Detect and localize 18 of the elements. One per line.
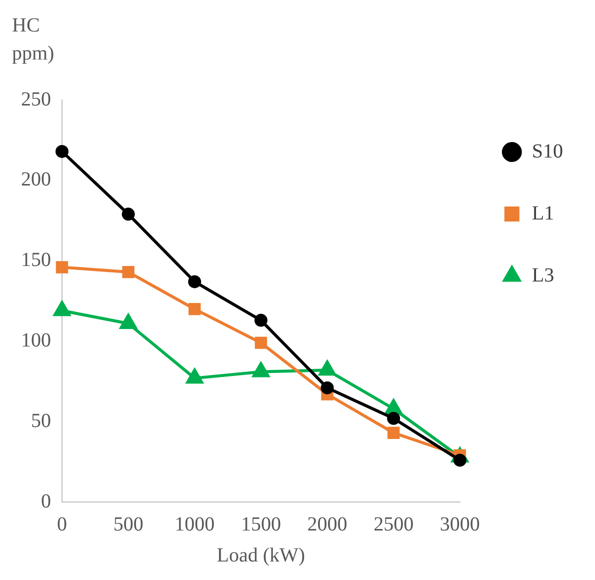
x-tick-label: 2000 [307,513,348,536]
legend-label: L1 [532,202,554,224]
y-tick-label: 0 [41,490,51,512]
y-tick-label: 150 [21,249,51,272]
x-tick-label: 2500 [374,513,414,536]
x-tick-label: 500 [113,513,144,536]
y-axis-title: HC ppm) [12,14,54,64]
y-tick-label: 250 [21,88,51,110]
x-tick-label: 3000 [440,513,480,536]
x-tick-label: 1500 [240,513,281,536]
y-tick-label: 50 [31,410,51,432]
y-tick-label: 200 [21,168,51,191]
legend-label: S10 [532,140,563,162]
x-axis-title: Load (kW) [216,544,306,566]
x-tick-label: 0 [57,513,67,536]
legend-label: L3 [532,264,554,286]
y-tick-label: 100 [21,329,51,352]
x-tick-label: 1000 [174,513,215,536]
